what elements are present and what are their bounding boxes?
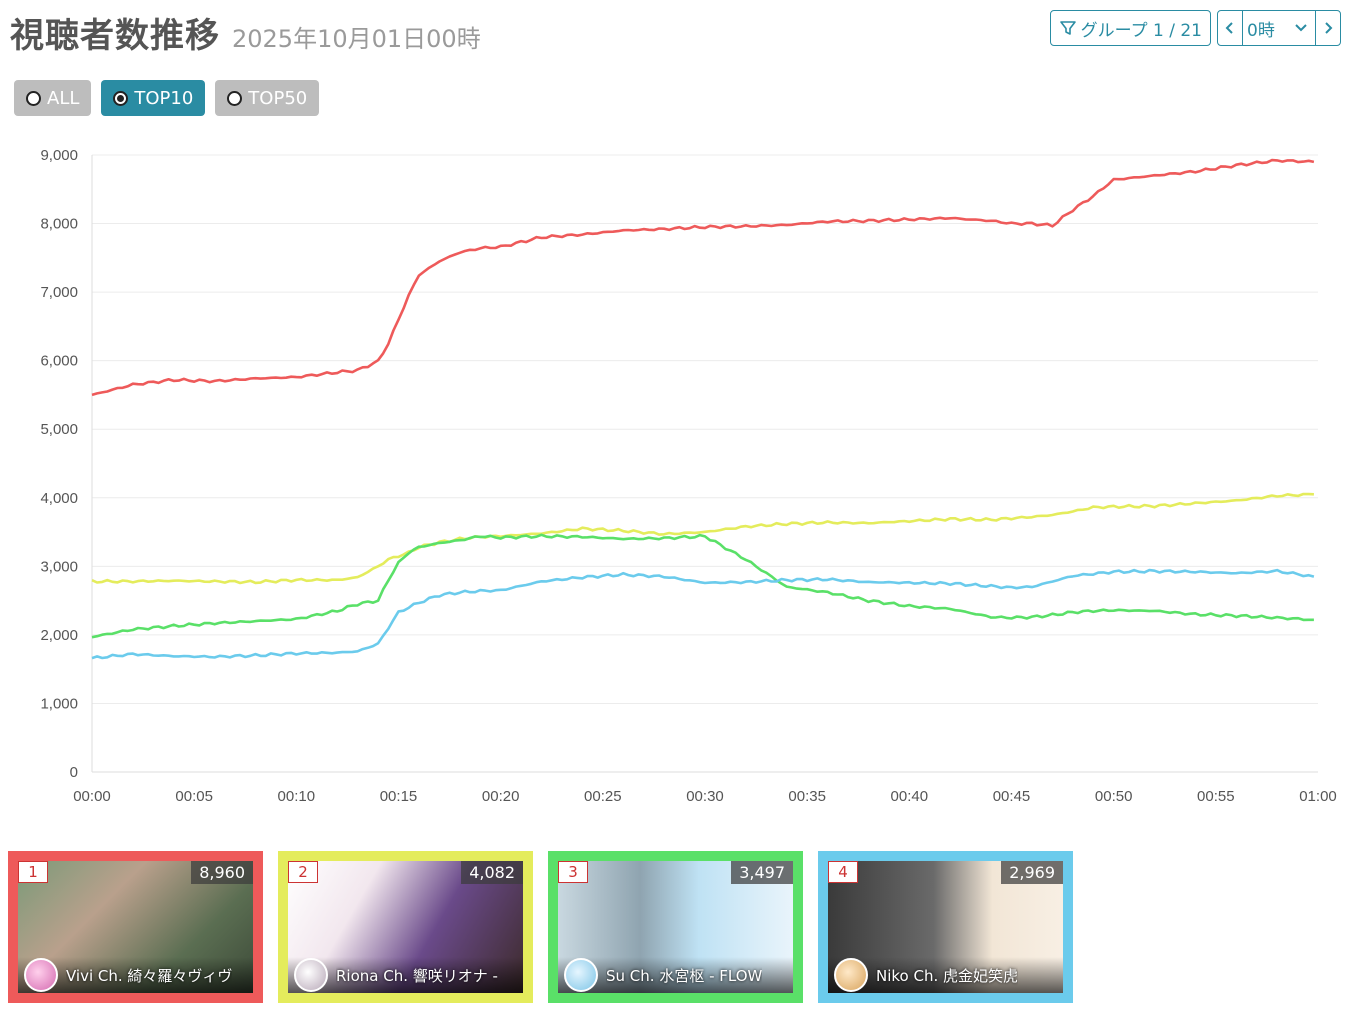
y-tick-label: 0 [70, 764, 78, 781]
y-tick-label: 1,000 [40, 695, 78, 712]
group-label: グループ 1 / 21 [1080, 20, 1202, 41]
prev-hour-button[interactable] [1218, 11, 1242, 45]
channel-name: Niko Ch. 虎金妃笑虎 [876, 966, 1019, 985]
x-tick-label: 01:00 [1299, 788, 1337, 805]
channel-name-bar: Riona Ch. 響咲リオナ - [288, 957, 523, 993]
group-filter-button[interactable]: グループ 1 / 21 [1049, 10, 1211, 46]
channel-card[interactable]: 4 2,969 Niko Ch. 虎金妃笑虎 [818, 851, 1073, 1003]
header: 視聴者数推移 2025年10月01日00時 [10, 8, 481, 58]
x-tick-label: 00:00 [73, 788, 111, 805]
y-tick-label: 7,000 [40, 284, 78, 301]
ranking-filter: ALL TOP10 TOP50 [14, 80, 320, 116]
radio-checked-icon [113, 90, 129, 106]
y-tick-label: 9,000 [40, 147, 78, 164]
thumbnail: 4 2,969 Niko Ch. 虎金妃笑虎 [828, 861, 1063, 993]
y-tick-label: 4,000 [40, 490, 78, 507]
filter-top10[interactable]: TOP10 [101, 80, 206, 116]
series-line-3[interactable] [91, 533, 1314, 639]
y-tick-label: 5,000 [40, 421, 78, 438]
series-line-2[interactable] [91, 492, 1314, 585]
thumbnail: 1 8,960 Vivi Ch. 綺々羅々ヴィヴ [18, 861, 253, 993]
channel-cards: 1 8,960 Vivi Ch. 綺々羅々ヴィヴ 2 4,082 Riona C… [8, 851, 1073, 1003]
viewer-count-badge: 8,960 [191, 861, 253, 884]
x-tick-label: 00:25 [584, 788, 622, 805]
radio-icon [227, 90, 243, 106]
filter-icon [1059, 21, 1076, 35]
viewer-count-badge: 4,082 [461, 861, 523, 884]
top-controls: グループ 1 / 21 0時 [1049, 10, 1341, 46]
y-tick-label: 3,000 [40, 558, 78, 575]
filter-label: TOP50 [248, 87, 308, 109]
hour-pager: 0時 [1217, 10, 1341, 46]
channel-name: Su Ch. 水宮枢 - FLOW [606, 966, 763, 985]
channel-name-bar: Su Ch. 水宮枢 - FLOW [558, 957, 793, 993]
y-tick-label: 2,000 [40, 627, 78, 644]
thumbnail: 2 4,082 Riona Ch. 響咲リオナ - [288, 861, 523, 993]
x-tick-label: 00:15 [380, 788, 418, 805]
viewer-count-badge: 2,969 [1001, 861, 1063, 884]
rank-badge: 3 [558, 861, 588, 883]
x-tick-label: 00:40 [891, 788, 929, 805]
y-tick-label: 8,000 [40, 216, 78, 233]
channel-name-bar: Niko Ch. 虎金妃笑虎 [828, 957, 1063, 993]
channel-card[interactable]: 1 8,960 Vivi Ch. 綺々羅々ヴィヴ [8, 851, 263, 1003]
series-lines [91, 158, 1315, 660]
x-tick-label: 00:35 [788, 788, 826, 805]
thumbnail: 3 3,497 Su Ch. 水宮枢 - FLOW [558, 861, 793, 993]
grid-lines [92, 154, 1318, 773]
hour-select[interactable]: 0時 [1242, 11, 1316, 45]
avatar [294, 958, 328, 992]
viewer-count-badge: 3,497 [731, 861, 793, 884]
series-line-1[interactable] [91, 158, 1315, 397]
series-line-4[interactable] [91, 568, 1315, 660]
chevron-right-icon [1325, 22, 1333, 34]
channel-name: Riona Ch. 響咲リオナ - [336, 966, 498, 985]
filter-all[interactable]: ALL [14, 80, 92, 116]
hour-value: 0時 [1247, 20, 1275, 41]
chevron-left-icon [1225, 22, 1233, 34]
rank-badge: 1 [18, 861, 48, 883]
axes: 0 1,000 2,000 3,000 4,000 5,000 6,000 7,000 8,00… [40, 147, 1336, 805]
avatar [24, 958, 58, 992]
filter-top50[interactable]: TOP50 [215, 80, 320, 116]
x-tick-label: 00:50 [1095, 788, 1133, 805]
x-tick-label: 00:05 [175, 788, 213, 805]
x-tick-label: 00:45 [993, 788, 1031, 805]
x-tick-label: 00:30 [686, 788, 724, 805]
avatar [834, 958, 868, 992]
y-tick-label: 6,000 [40, 353, 78, 370]
next-hour-button[interactable] [1316, 11, 1340, 45]
page-title: 視聴者数推移 [10, 16, 220, 56]
page-subtitle: 2025年10月01日00時 [232, 25, 481, 53]
filter-label: ALL [47, 87, 80, 109]
rank-badge: 4 [828, 861, 858, 883]
channel-name-bar: Vivi Ch. 綺々羅々ヴィヴ [18, 957, 253, 993]
channel-card[interactable]: 3 3,497 Su Ch. 水宮枢 - FLOW [548, 851, 803, 1003]
channel-name: Vivi Ch. 綺々羅々ヴィヴ [66, 966, 233, 985]
viewer-count-chart: 0 1,000 2,000 3,000 4,000 5,000 6,000 7,000 8,00… [40, 147, 1336, 805]
avatar [564, 958, 598, 992]
x-tick-label: 00:20 [482, 788, 520, 805]
x-tick-label: 00:10 [278, 788, 316, 805]
radio-icon [26, 90, 41, 106]
x-tick-label: 00:55 [1197, 788, 1235, 805]
filter-label: TOP10 [134, 87, 194, 109]
chevron-down-icon [1295, 24, 1307, 32]
channel-card[interactable]: 2 4,082 Riona Ch. 響咲リオナ - [278, 851, 533, 1003]
rank-badge: 2 [288, 861, 318, 883]
